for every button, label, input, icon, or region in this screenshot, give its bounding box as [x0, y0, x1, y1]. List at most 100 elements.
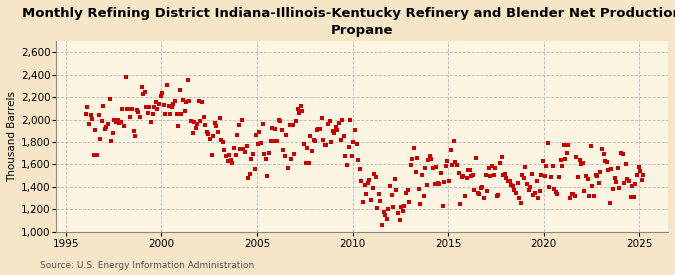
Point [470, 155, 481, 160]
Point [97, 119, 107, 123]
Point [453, 170, 464, 175]
Point [434, 182, 445, 186]
Point [167, 104, 178, 109]
Point [525, 185, 536, 190]
Point [468, 173, 479, 177]
Point [243, 176, 254, 180]
Point [472, 191, 483, 196]
Point [190, 126, 201, 130]
Point [117, 107, 128, 111]
Point [552, 192, 563, 196]
Point [550, 190, 561, 194]
Point [634, 169, 645, 173]
Point [122, 107, 132, 111]
Point [270, 127, 281, 131]
Point [450, 160, 461, 164]
Point [385, 184, 396, 188]
Point [248, 152, 259, 156]
Y-axis label: Thousand Barrels: Thousand Barrels [7, 91, 17, 182]
Point [262, 173, 273, 178]
Point [580, 174, 591, 179]
Point [216, 138, 227, 142]
Point [254, 130, 265, 134]
Point [474, 192, 485, 197]
Point [130, 134, 140, 138]
Point [377, 223, 387, 227]
Point [331, 125, 342, 130]
Point [566, 192, 577, 196]
Point [404, 200, 414, 204]
Point [583, 176, 593, 181]
Point [194, 98, 205, 103]
Point [606, 167, 617, 171]
Point [85, 113, 96, 117]
Point [125, 115, 136, 120]
Point [198, 114, 209, 119]
Point [480, 173, 491, 177]
Point [235, 147, 246, 151]
Point [545, 175, 556, 179]
Point [232, 133, 242, 137]
Point [174, 88, 185, 92]
Point [229, 146, 240, 150]
Point [261, 157, 271, 161]
Point [192, 122, 202, 126]
Point [508, 184, 518, 188]
Point [236, 117, 247, 122]
Point [399, 204, 410, 208]
Point [433, 181, 443, 185]
Point [99, 127, 110, 131]
Point [522, 182, 533, 186]
Point [316, 116, 327, 121]
Point [319, 143, 330, 147]
Point [306, 148, 317, 153]
Point [82, 105, 92, 109]
Point [132, 108, 142, 112]
Point [115, 120, 126, 124]
Point [159, 103, 169, 108]
Point [112, 118, 123, 122]
Point [369, 172, 379, 176]
Point [464, 168, 475, 172]
Point [555, 158, 566, 162]
Point [343, 145, 354, 150]
Point [142, 111, 153, 115]
Point [95, 137, 105, 141]
Point [154, 102, 165, 107]
Point [402, 188, 413, 192]
Point [443, 178, 454, 183]
Point [491, 194, 502, 198]
Point [332, 128, 343, 132]
Point [353, 158, 364, 162]
Point [171, 111, 182, 116]
Point [178, 98, 188, 103]
Point [495, 161, 506, 165]
Point [558, 142, 569, 147]
Point [576, 162, 587, 167]
Point [246, 157, 257, 161]
Point [124, 107, 134, 112]
Point [88, 152, 99, 157]
Point [599, 159, 610, 163]
Point [389, 177, 400, 182]
Point [278, 148, 289, 152]
Point [452, 163, 462, 167]
Point [426, 157, 437, 161]
Point [503, 179, 514, 183]
Point [84, 121, 95, 126]
Point [563, 143, 574, 147]
Point [329, 131, 340, 135]
Point [364, 178, 375, 183]
Point [225, 158, 236, 162]
Point [406, 162, 416, 167]
Point [217, 140, 228, 144]
Point [637, 178, 647, 182]
Point [86, 117, 97, 122]
Point [605, 201, 616, 206]
Point [207, 153, 217, 157]
Point [572, 175, 583, 180]
Point [298, 142, 309, 146]
Point [590, 172, 601, 177]
Point [286, 157, 297, 161]
Point [408, 146, 419, 150]
